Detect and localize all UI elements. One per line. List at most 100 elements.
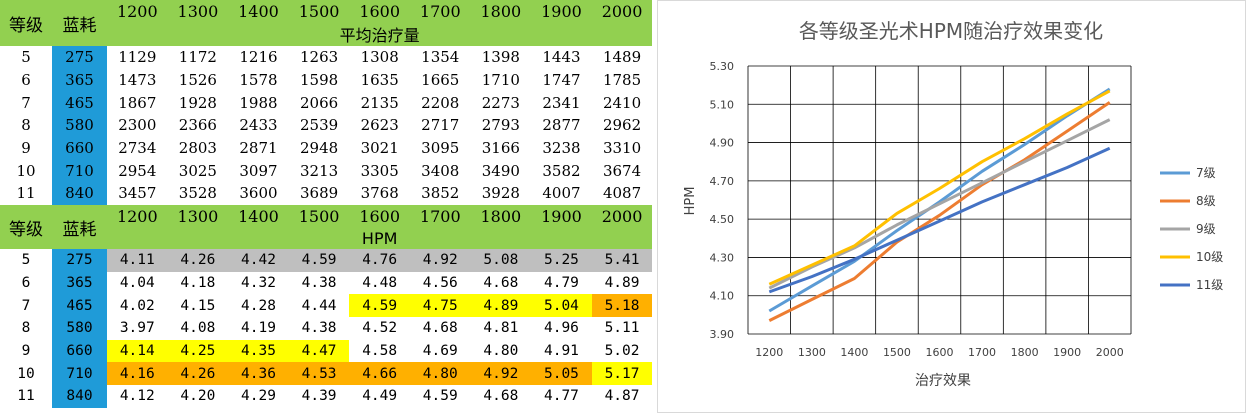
value-cell: 5.04: [531, 294, 592, 318]
value-cell: 1635: [360, 71, 399, 90]
value-cell: 3.97: [119, 320, 155, 337]
legend-label: 7级: [1196, 166, 1216, 180]
table-row: 5 275 1129 1172 1216 1263 1308 1354 1398 1443 1489: [0, 46, 652, 69]
level-header: 等级: [0, 205, 52, 249]
level-cell: 8: [21, 320, 31, 337]
value-cell: 4.59: [349, 294, 410, 318]
table-row: 9 660 2734 2803 2871 2948 3021 3095 3166 3238 3310: [0, 136, 652, 160]
value-cell: 4.81: [483, 320, 519, 337]
value-cell: 2341: [542, 93, 581, 112]
value-cell: 1473: [118, 71, 157, 90]
value-cell: 3408: [421, 161, 460, 180]
level-cell: 11: [17, 388, 35, 405]
level-cell: 5: [21, 252, 31, 269]
y-tick-label: 4.90: [710, 137, 735, 150]
level-cell: 5: [21, 48, 31, 67]
value-cell: 4.11: [107, 249, 168, 272]
value-cell: 1747: [542, 71, 581, 90]
value-cell: 1308: [360, 48, 399, 67]
table-row: 7 465 4.02 4.15 4.28 4.44 4.59 4.75 4.89 5.04 5.18: [0, 294, 653, 318]
value-cell: 4.12: [119, 388, 155, 405]
y-tick-label: 5.10: [710, 98, 735, 111]
value-cell: 4.29: [241, 388, 276, 405]
chart-grid: [747, 65, 1132, 335]
value-cell: 3238: [542, 139, 581, 158]
value-cell: 4.59: [422, 388, 458, 405]
cost-cell: 840: [52, 385, 107, 408]
cost-cell: 580: [52, 317, 107, 340]
value-cell: 4.47: [288, 339, 350, 363]
value-cell: 2803: [178, 139, 217, 158]
value-cell: 3310: [602, 139, 642, 158]
value-cell: 4.92: [409, 249, 471, 272]
level-cell: 7: [21, 93, 31, 112]
value-cell: 3490: [481, 161, 520, 180]
value-cell: 1785: [602, 71, 642, 90]
value-cell: 3528: [178, 184, 217, 203]
value-cell: 1988: [239, 93, 278, 112]
value-cell: 4.49: [362, 388, 398, 405]
cost-header: 蓝耗: [52, 0, 107, 46]
column-header: 1200: [107, 0, 168, 22]
table-row: 8 580 2300 2366 2433 2539 2623 2717 2793 2877 2962: [0, 114, 652, 137]
value-cell: 5.05: [531, 362, 592, 386]
value-cell: 2273: [481, 93, 520, 112]
value-cell: 4.80: [409, 362, 471, 386]
value-cell: 2734: [118, 139, 157, 158]
value-cell: 1710: [481, 71, 520, 90]
y-tick-label: 3.90: [710, 328, 735, 341]
level-cell: 8: [21, 116, 31, 135]
level-cell: 6: [21, 275, 31, 292]
series-line: [768, 101, 1111, 322]
cost-cell: 660: [52, 339, 107, 363]
cost-cell: 660: [52, 136, 107, 160]
value-cell: 1598: [299, 71, 339, 90]
value-cell: 3025: [178, 161, 217, 180]
x-tick-label: 1900: [1053, 346, 1081, 359]
table-row: 11 840 4.12 4.20 4.29 4.39 4.49 4.59 4.68 4.77 4.8…: [0, 385, 652, 408]
hpm-line-chart: 各等级圣光术HPM随治疗效果变化 3.90 4.10 4.30 4.50 4.70 4.9…: [683, 19, 1223, 389]
value-cell: 4.20: [180, 388, 216, 405]
value-cell: 4.04: [119, 275, 155, 292]
cost-cell: 275: [52, 46, 107, 69]
value-cell: 2954: [118, 161, 157, 180]
value-cell: 4.76: [349, 249, 410, 272]
column-header: 1900: [531, 0, 592, 22]
column-header: 1800: [470, 205, 532, 227]
value-cell: 4.92: [470, 362, 532, 386]
value-cell: 4.79: [543, 275, 579, 292]
value-cell: 4.44: [301, 297, 337, 314]
value-cell: 4.26: [167, 362, 229, 386]
value-cell: 4.56: [422, 275, 458, 292]
value-cell: 2433: [239, 116, 278, 135]
series-line: [768, 89, 1111, 286]
value-cell: 5.18: [591, 294, 653, 318]
value-cell: 4.58: [362, 343, 398, 360]
value-cell: 4.02: [119, 297, 155, 314]
level-cell: 11: [16, 184, 36, 203]
table-row: 10 710 4.16 4.26 4.36 4.53 4.66 4.80 4.92 5.05 5.1…: [0, 362, 653, 386]
cost-cell: 710: [52, 362, 107, 386]
cost-cell: 365: [52, 271, 107, 295]
value-cell: 1928: [178, 93, 217, 112]
table-row: 9 660 4.14 4.25 4.35 4.47 4.58 4.69 4.80 4.91 5.02: [0, 339, 652, 363]
value-cell: 2962: [602, 116, 642, 135]
table-subheader: 平均治疗量: [107, 22, 653, 46]
y-axis-ticks: 3.90 4.10 4.30 4.50 4.70 4.90 5.10 5.30: [710, 60, 735, 341]
value-cell: 1526: [178, 71, 217, 90]
hpm-chart-panel: 各等级圣光术HPM随治疗效果变化 3.90 4.10 4.30 4.50 4.70 4.9…: [657, 0, 1246, 413]
value-cell: 4.18: [180, 275, 216, 292]
legend-label: 10级: [1196, 250, 1223, 264]
cost-cell: 840: [52, 182, 107, 205]
table-row: 11 840 3457 3528 3600 3689 3768 3852 3928 4007 408…: [0, 182, 652, 205]
value-cell: 4.89: [470, 294, 532, 318]
level-cell: 6: [21, 71, 31, 90]
table-subheader: HPM: [107, 227, 653, 249]
value-cell: 4.68: [483, 388, 519, 405]
value-cell: 4.42: [228, 249, 289, 272]
value-cell: 4.66: [349, 362, 410, 386]
table-row: 6 365 4.04 4.18 4.32 4.38 4.48 4.56 4.68 4.79 4.89: [0, 271, 652, 295]
value-cell: 4.32: [241, 275, 276, 292]
header-row: 等级 蓝耗 1200 1300 1400 1500 1600 1700 1800 1900 2000: [0, 0, 653, 46]
value-cell: 1398: [481, 48, 520, 67]
